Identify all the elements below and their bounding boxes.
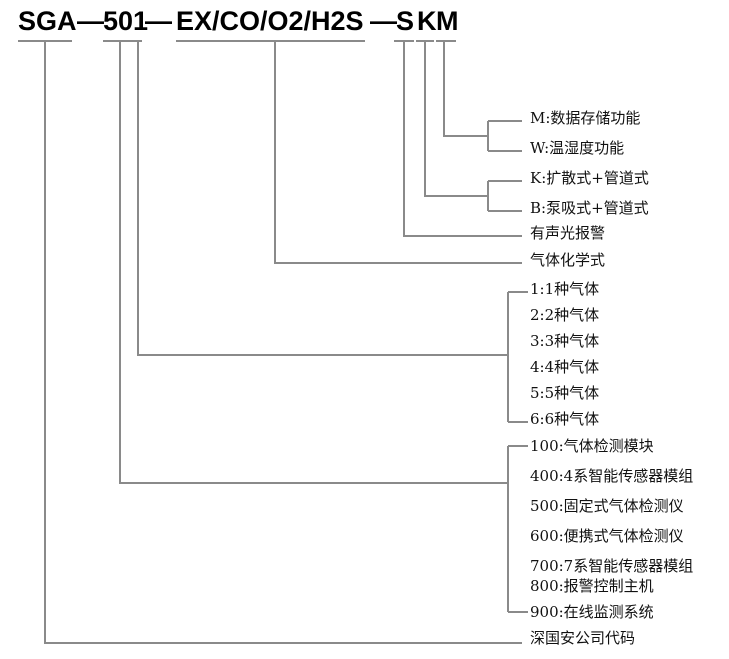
label-series-option-1: 400:4系智能传感器模组 xyxy=(530,467,694,485)
model-separator-1: — xyxy=(145,6,172,36)
model-token-5: M xyxy=(436,6,459,36)
leader-gas-formula xyxy=(274,41,522,264)
label-company-code: 深国安公司代码 xyxy=(530,629,636,647)
label-gas-count-option-4: 5:5种气体 xyxy=(530,384,600,402)
label-gas-count-option-1: 2:2种气体 xyxy=(530,306,600,324)
leader-gas-count-feed xyxy=(137,41,508,356)
label-series-option-5: 800:报警控制主机 xyxy=(530,577,654,595)
label-alarm: 有声光报警 xyxy=(530,224,606,242)
label-gas-count-option-0: 1:1种气体 xyxy=(530,280,600,298)
label-series-option-3: 600:便携式气体检测仪 xyxy=(530,527,684,545)
label-series-option-2: 500:固定式气体检测仪 xyxy=(530,497,684,515)
label-gas-formula: 气体化学式 xyxy=(530,251,606,269)
model-token-0: SGA xyxy=(18,6,77,36)
label-gas-count-option-2: 3:3种气体 xyxy=(530,332,600,350)
label-series-option-0: 100:气体检测模块 xyxy=(530,437,654,455)
leader-series-feed xyxy=(119,41,508,484)
model-token-4: K xyxy=(417,6,437,36)
model-string: SGA 501 EX/CO/O2/H2S S K M — — — xyxy=(0,0,729,48)
model-separator-2: — xyxy=(370,6,397,36)
leader-s-alarm xyxy=(403,41,522,237)
label-series-option-4: 700:7系智能传感器模组 xyxy=(530,557,694,575)
label-sampling-option-0: K:扩散式+管道式 xyxy=(530,169,649,187)
model-token-2: EX/CO/O2/H2S xyxy=(176,6,364,36)
label-series-option-6: 900:在线监测系统 xyxy=(530,603,654,621)
label-sampling-option-1: B:泵吸式+管道式 xyxy=(530,199,649,217)
label-gas-count-option-3: 4:4种气体 xyxy=(530,358,600,376)
model-token-3: S xyxy=(396,6,415,36)
label-gas-count-option-5: 6:6种气体 xyxy=(530,410,600,428)
leader-k-drop xyxy=(424,41,488,197)
model-token-1: 501 xyxy=(103,6,149,36)
label-function-option-0: M:数据存储功能 xyxy=(530,109,641,127)
label-function-option-1: W:温湿度功能 xyxy=(530,139,625,157)
model-separator-0: — xyxy=(77,6,104,36)
leader-company-code xyxy=(44,41,522,644)
leader-m-drop xyxy=(443,41,488,137)
